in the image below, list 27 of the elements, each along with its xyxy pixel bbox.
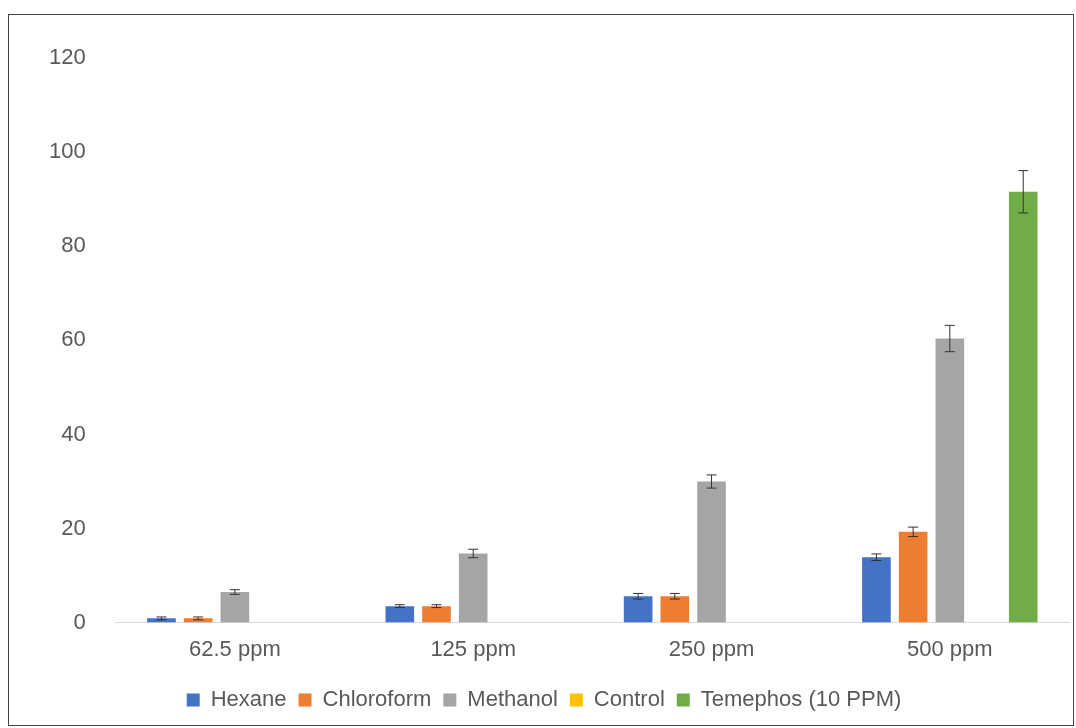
y-tick-label: 60: [61, 326, 86, 352]
bar: [1008, 191, 1038, 623]
y-tick-label: 20: [61, 514, 86, 540]
legend-label: Temephos (10 PPM): [700, 686, 902, 712]
x-tick-label: 250 ppm: [668, 635, 755, 661]
bar: [385, 606, 415, 623]
y-tick-label: 40: [61, 420, 86, 446]
bar: [623, 596, 653, 623]
y-tick-label: 120: [48, 44, 86, 70]
legend-label: Control: [593, 686, 665, 712]
x-tick-label: 500 ppm: [907, 635, 993, 661]
legend-label: Hexane: [210, 686, 287, 712]
y-tick-label: 100: [48, 138, 86, 164]
bar: [422, 606, 451, 623]
legend-label: Chloroform: [322, 686, 432, 712]
bar: [220, 592, 250, 623]
bar: [935, 338, 965, 623]
bar: [898, 531, 928, 623]
bar: [660, 596, 690, 623]
x-tick-label: 62.5 ppm: [189, 635, 281, 661]
bar: [458, 553, 488, 623]
y-tick-label: 80: [61, 232, 86, 258]
bar: [862, 557, 891, 623]
legend-label: Methanol: [467, 686, 558, 712]
x-tick-label: 125 ppm: [430, 635, 516, 661]
y-tick-label: 0: [73, 608, 86, 634]
bar: [697, 481, 726, 623]
